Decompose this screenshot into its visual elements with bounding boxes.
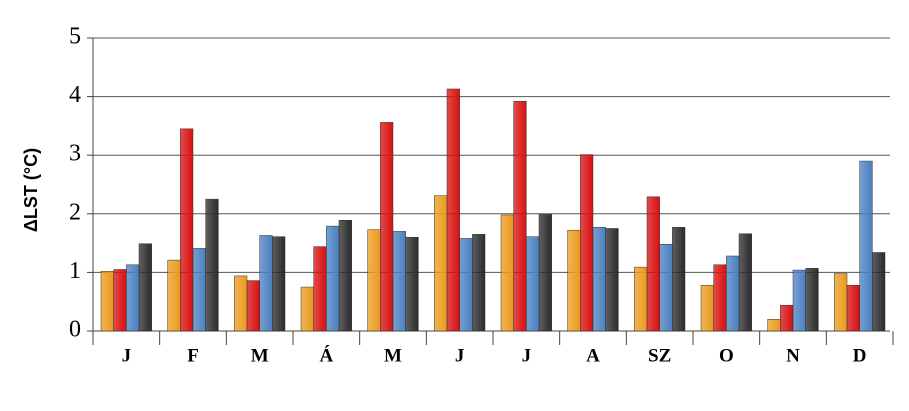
bar bbox=[167, 259, 181, 332]
bar bbox=[872, 252, 886, 332]
bar bbox=[805, 268, 819, 332]
bar bbox=[605, 228, 619, 332]
bar bbox=[500, 214, 514, 332]
bar bbox=[659, 244, 673, 332]
x-tick-label: J bbox=[522, 345, 532, 366]
x-tick-label: D bbox=[853, 345, 867, 366]
bar bbox=[446, 88, 460, 332]
y-axis-label: ΔLST (°C) bbox=[21, 148, 41, 232]
bar bbox=[367, 229, 381, 332]
bar bbox=[180, 128, 194, 332]
y-tick-label: 4 bbox=[69, 82, 81, 108]
bar bbox=[338, 219, 352, 332]
bar bbox=[326, 225, 340, 332]
bar bbox=[672, 227, 686, 332]
x-tick-label: M bbox=[251, 345, 269, 366]
bar bbox=[100, 270, 114, 332]
y-tick-label: 2 bbox=[69, 199, 81, 225]
x-tick-label: SZ bbox=[648, 345, 671, 366]
x-tick-label: Á bbox=[319, 344, 333, 366]
bar bbox=[259, 235, 273, 332]
x-tick-label: M bbox=[384, 345, 402, 366]
bar bbox=[726, 255, 740, 332]
bar bbox=[434, 195, 448, 332]
bar bbox=[846, 285, 860, 332]
bar bbox=[834, 273, 848, 332]
bar bbox=[272, 236, 286, 332]
bar bbox=[634, 266, 648, 332]
bar bbox=[246, 280, 260, 332]
bar bbox=[592, 227, 606, 332]
bar bbox=[513, 101, 527, 332]
bar bbox=[538, 214, 552, 332]
bar bbox=[405, 236, 419, 332]
bar bbox=[767, 319, 781, 332]
x-tick-label: J bbox=[122, 345, 132, 366]
bar bbox=[205, 198, 219, 332]
bar bbox=[472, 234, 486, 332]
y-tick-label: 0 bbox=[69, 317, 81, 343]
bar bbox=[459, 238, 473, 332]
bar bbox=[138, 243, 152, 332]
bar bbox=[713, 264, 727, 332]
x-tick-label: J bbox=[455, 345, 465, 366]
bar bbox=[234, 275, 248, 332]
bar bbox=[567, 229, 581, 332]
bar bbox=[580, 154, 594, 332]
bar bbox=[780, 304, 794, 332]
y-tick-label: 5 bbox=[69, 24, 81, 50]
bar bbox=[313, 246, 327, 332]
bar bbox=[192, 248, 206, 332]
bar bbox=[859, 160, 873, 332]
bar bbox=[738, 233, 752, 332]
bar bbox=[792, 269, 806, 332]
bar bbox=[380, 122, 394, 332]
bar bbox=[526, 236, 540, 332]
x-tick-label: O bbox=[719, 345, 734, 366]
bar bbox=[700, 285, 714, 332]
x-tick-label: N bbox=[786, 345, 800, 366]
bar bbox=[126, 264, 140, 332]
y-tick-label: 3 bbox=[69, 141, 81, 167]
x-tick-label: F bbox=[187, 345, 199, 366]
bar bbox=[300, 286, 314, 332]
bar bbox=[113, 269, 127, 332]
bar bbox=[392, 231, 406, 332]
x-tick-label: A bbox=[586, 345, 600, 366]
y-tick-label: 1 bbox=[69, 258, 81, 284]
bar bbox=[646, 196, 660, 332]
